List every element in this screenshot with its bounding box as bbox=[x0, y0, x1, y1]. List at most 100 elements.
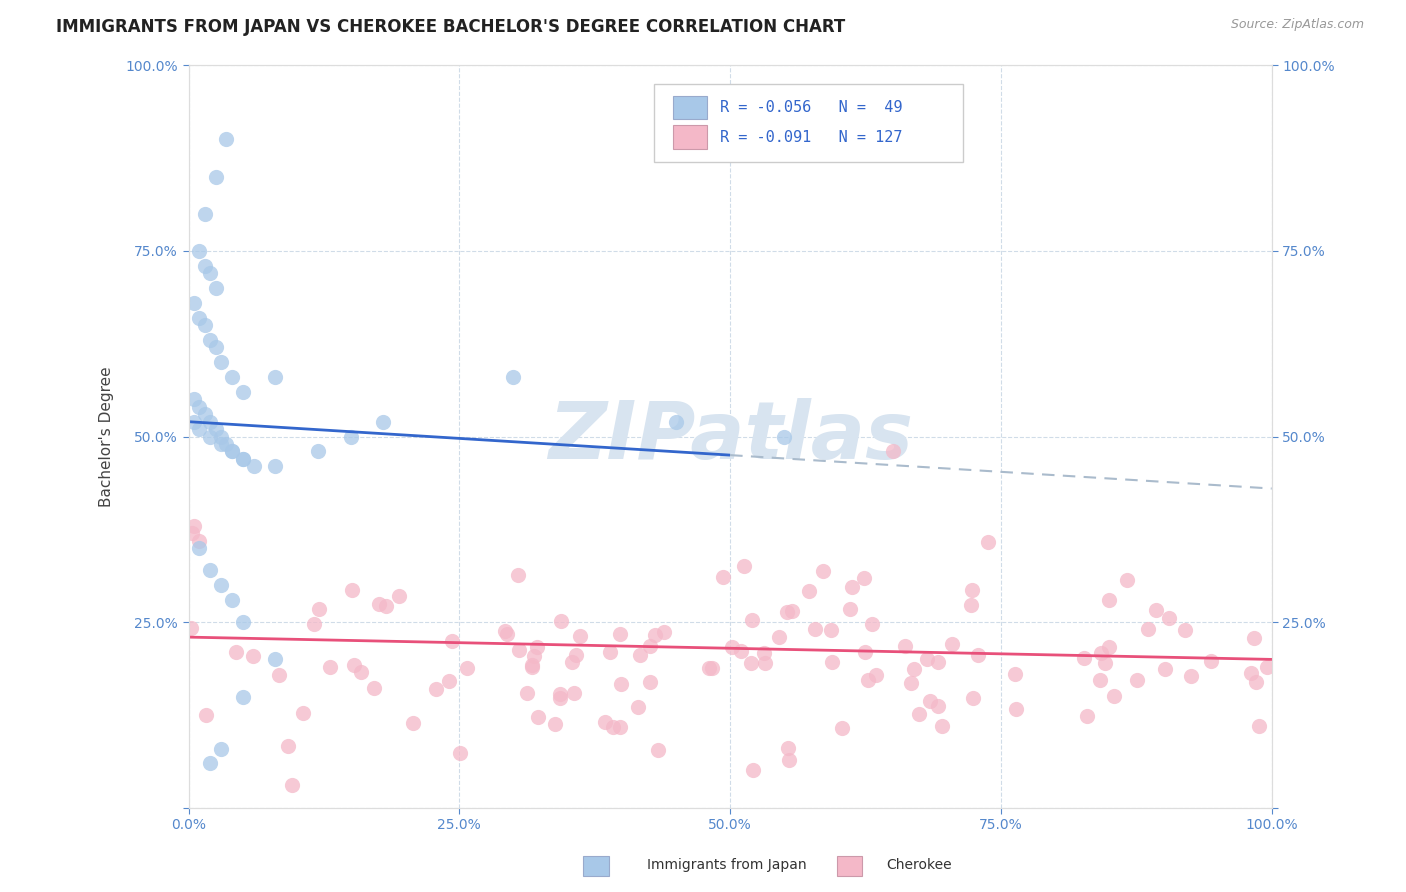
Point bbox=[367, 597, 389, 611]
Point bbox=[1073, 651, 1095, 665]
Point bbox=[564, 648, 586, 663]
Point bbox=[402, 716, 425, 731]
Point bbox=[441, 634, 464, 648]
Point bbox=[599, 645, 621, 659]
Point bbox=[232, 690, 254, 704]
Point bbox=[375, 599, 398, 613]
Point bbox=[595, 714, 617, 729]
Point bbox=[209, 355, 232, 369]
Point bbox=[1154, 662, 1177, 676]
Point bbox=[209, 741, 232, 756]
Point bbox=[903, 662, 925, 676]
Point bbox=[776, 606, 799, 620]
Point bbox=[882, 444, 904, 458]
Point bbox=[209, 437, 232, 451]
Point bbox=[221, 593, 243, 607]
Point bbox=[232, 615, 254, 630]
Point bbox=[602, 720, 624, 734]
Point bbox=[941, 637, 963, 651]
Point bbox=[1098, 593, 1121, 607]
Point bbox=[1240, 666, 1263, 681]
Point bbox=[856, 673, 879, 688]
Point bbox=[204, 340, 226, 354]
Point bbox=[188, 533, 211, 548]
Point bbox=[439, 673, 461, 688]
Point bbox=[232, 451, 254, 466]
Point bbox=[494, 624, 516, 638]
Point bbox=[232, 451, 254, 466]
Point bbox=[550, 614, 572, 628]
Point bbox=[264, 652, 287, 666]
Point bbox=[1004, 667, 1026, 681]
Point bbox=[194, 207, 217, 221]
Point bbox=[900, 676, 922, 690]
Point bbox=[1159, 610, 1181, 624]
Point bbox=[340, 429, 363, 443]
Point bbox=[242, 459, 264, 474]
Point bbox=[548, 691, 571, 706]
Bar bbox=[672, 125, 707, 149]
Point bbox=[754, 657, 776, 671]
Point bbox=[754, 646, 776, 660]
Point bbox=[920, 693, 942, 707]
Point bbox=[1097, 640, 1119, 654]
Point bbox=[647, 743, 669, 757]
Point bbox=[373, 415, 395, 429]
Point bbox=[778, 753, 800, 767]
Bar bbox=[672, 95, 707, 120]
Point bbox=[640, 675, 662, 690]
Point bbox=[1076, 709, 1098, 723]
Point bbox=[853, 571, 876, 585]
Point bbox=[1004, 702, 1026, 716]
Point bbox=[198, 563, 221, 577]
Point bbox=[308, 601, 330, 615]
Bar bbox=[583, 856, 609, 876]
Point bbox=[628, 648, 651, 663]
Point bbox=[194, 259, 217, 273]
Point bbox=[363, 681, 385, 695]
Point bbox=[841, 581, 863, 595]
Point bbox=[183, 392, 205, 407]
Point bbox=[526, 640, 548, 655]
Point bbox=[1090, 673, 1112, 687]
Point bbox=[198, 415, 221, 429]
Point bbox=[188, 400, 211, 414]
Text: R = -0.091   N = 127: R = -0.091 N = 127 bbox=[720, 129, 903, 145]
Point bbox=[839, 602, 862, 616]
Point bbox=[277, 739, 299, 753]
Point bbox=[516, 686, 538, 700]
Point bbox=[768, 630, 790, 644]
Point bbox=[652, 625, 675, 640]
Point bbox=[1174, 623, 1197, 637]
Point bbox=[198, 429, 221, 443]
Point bbox=[977, 534, 1000, 549]
Point bbox=[267, 668, 290, 682]
Y-axis label: Bachelor's Degree: Bachelor's Degree bbox=[100, 367, 114, 507]
Point bbox=[711, 570, 734, 584]
Point bbox=[308, 444, 330, 458]
Point bbox=[609, 677, 631, 691]
Point bbox=[1244, 675, 1267, 690]
Point bbox=[221, 444, 243, 458]
Point bbox=[292, 706, 315, 721]
Point bbox=[215, 437, 238, 451]
Point bbox=[350, 665, 373, 679]
Point bbox=[1180, 669, 1202, 683]
Point bbox=[242, 649, 264, 664]
Point bbox=[742, 764, 765, 778]
Point bbox=[700, 661, 723, 675]
Point bbox=[544, 717, 567, 731]
Point bbox=[281, 778, 304, 792]
Point bbox=[198, 756, 221, 771]
Point bbox=[548, 687, 571, 701]
Point bbox=[776, 740, 799, 755]
Text: Immigrants from Japan: Immigrants from Japan bbox=[647, 858, 807, 872]
Point bbox=[502, 370, 524, 384]
Point bbox=[508, 642, 530, 657]
Point bbox=[927, 699, 949, 714]
Point bbox=[1144, 603, 1167, 617]
Point bbox=[780, 604, 803, 618]
Point bbox=[865, 668, 887, 682]
Point bbox=[1090, 646, 1112, 660]
Point bbox=[1249, 719, 1271, 733]
